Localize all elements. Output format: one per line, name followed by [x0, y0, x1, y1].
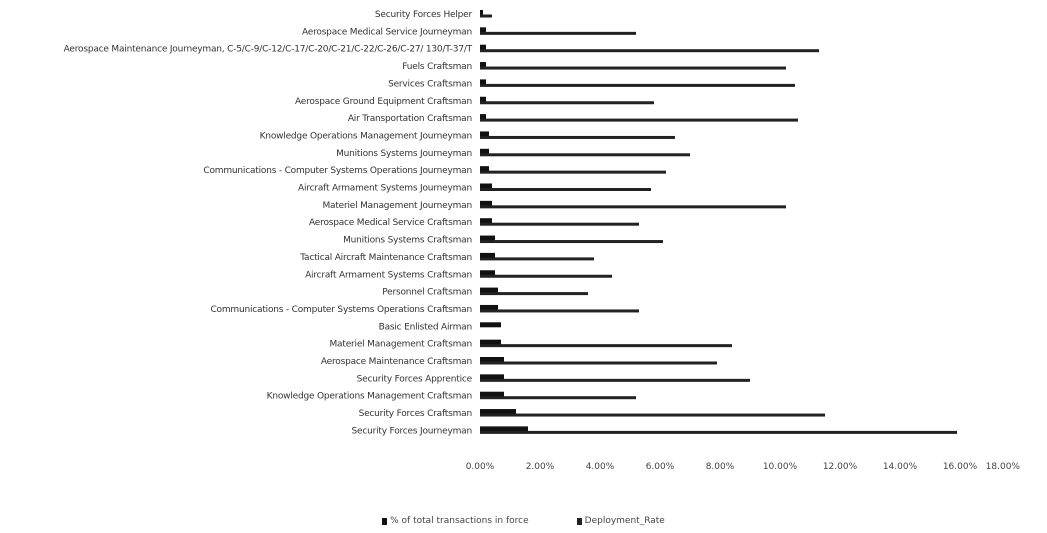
- bar-transactions: [480, 322, 501, 328]
- category-label: Aerospace Maintenance Craftsman: [321, 357, 472, 367]
- x-tick-label: 2.00%: [526, 462, 555, 472]
- bar-deployment-rate: [480, 188, 651, 191]
- category-label: Security Forces Craftsman: [359, 409, 472, 419]
- category-label: Aircraft Armament Systems Journeyman: [298, 184, 472, 194]
- category-label: Security Forces Journeyman: [352, 426, 472, 436]
- bar-transactions: [480, 10, 483, 15]
- category-label: Communications - Computer Systems Operat…: [210, 305, 472, 315]
- bar-deployment-rate: [480, 222, 639, 226]
- bar-deployment-rate: [480, 205, 786, 209]
- bar-deployment-rate: [480, 292, 588, 296]
- bar-transactions: [480, 426, 528, 432]
- x-tick-label: 16.00%: [943, 462, 978, 472]
- category-label: Fuels Craftsman: [402, 62, 472, 72]
- bar-transactions: [480, 391, 504, 397]
- x-tick-label: 18.00%: [986, 462, 1021, 472]
- bar-deployment-rate: [480, 413, 825, 417]
- x-tick-label: 14.00%: [883, 462, 918, 472]
- bar-deployment-rate: [480, 14, 492, 18]
- bar-deployment-rate: [480, 135, 675, 139]
- bar-transactions: [480, 183, 492, 189]
- x-tick-label: 8.00%: [706, 462, 735, 472]
- category-labels: Security Forces Helper Aerospace Medical …: [64, 10, 473, 436]
- category-label: Aerospace Maintenance Journeyman, C-5/C-…: [64, 45, 473, 55]
- legend-label-series-1: % of total transactions in force: [390, 516, 529, 526]
- category-label: Knowledge Operations Management Craftsma…: [267, 392, 472, 402]
- bar-transactions: [480, 270, 495, 276]
- legend-swatch-series-1: [382, 517, 388, 525]
- category-label: Aircraft Armament Systems Craftsman: [305, 270, 472, 280]
- bar-transactions: [480, 96, 486, 102]
- bar-deployment-rate: [480, 361, 717, 365]
- x-tick-label: 12.00%: [823, 462, 858, 472]
- category-label: Personnel Craftsman: [382, 288, 472, 298]
- category-label: Materiel Management Journeyman: [322, 201, 472, 211]
- x-tick-label: 0.00%: [466, 462, 495, 472]
- x-tick-label: 4.00%: [586, 462, 615, 472]
- category-label: Basic Enlisted Airman: [379, 322, 472, 332]
- bar-deployment-rate: [480, 274, 612, 278]
- bar-transactions: [480, 114, 486, 120]
- category-label: Munitions Systems Journeyman: [336, 149, 472, 159]
- bar-transactions: [480, 218, 492, 224]
- bar-transactions: [480, 252, 495, 258]
- bar-deployment-rate: [480, 396, 636, 400]
- category-label: Aerospace Ground Equipment Craftsman: [295, 97, 472, 107]
- legend-item-series-1: % of total transactions in force: [382, 513, 529, 529]
- legend-swatch-series-2: [576, 517, 582, 525]
- bar-deployment-rate: [480, 118, 798, 122]
- bar-deployment-rate: [480, 101, 654, 105]
- bar-transactions: [480, 79, 486, 85]
- bar-transactions: [480, 374, 504, 380]
- category-label: Munitions Systems Craftsman: [343, 236, 472, 246]
- bar-transactions: [480, 304, 498, 310]
- category-label: Air Transportation Craftsman: [348, 114, 472, 124]
- bar-transactions: [480, 235, 495, 241]
- category-label: Communications - Computer Systems Operat…: [203, 166, 472, 176]
- category-label: Aerospace Medical Service Journeyman: [302, 27, 472, 37]
- category-label: Aerospace Medical Service Craftsman: [309, 218, 472, 228]
- bar-deployment-rate: [480, 83, 795, 87]
- bar-transactions: [480, 44, 486, 50]
- legend-item-series-2: Deployment_Rate: [576, 513, 665, 529]
- bar-deployment-rate: [480, 378, 750, 382]
- bar-transactions: [480, 409, 516, 415]
- bar-deployment-rate: [480, 66, 786, 70]
- category-label: Tactical Aircraft Maintenance Craftsman: [299, 253, 472, 263]
- category-label: Knowledge Operations Management Journeym…: [260, 131, 472, 141]
- category-label: Security Forces Helper: [375, 10, 473, 20]
- bar-deployment-rate: [480, 49, 819, 53]
- category-label: Materiel Management Craftsman: [329, 340, 472, 350]
- bar-deployment-rate: [480, 430, 957, 434]
- x-tick-label: 6.00%: [646, 462, 675, 472]
- bar-deployment-rate: [480, 170, 666, 174]
- bar-transactions: [480, 287, 498, 293]
- bar-transactions: [480, 27, 486, 33]
- bar-deployment-rate: [480, 153, 690, 157]
- bar-deployment-rate: [480, 344, 732, 348]
- bar-transactions: [480, 357, 504, 362]
- bar-transactions: [480, 131, 489, 137]
- bar-deployment-rate: [480, 257, 594, 261]
- bar-transactions: [480, 339, 501, 345]
- bars: [480, 10, 957, 434]
- bar-transactions: [480, 148, 489, 154]
- x-tick-label: 10.00%: [763, 462, 798, 472]
- category-label: Services Craftsman: [388, 79, 472, 89]
- bar-deployment-rate: [480, 240, 663, 244]
- bar-deployment-rate: [480, 31, 636, 35]
- legend: % of total transactions in force Deploym…: [0, 513, 1047, 529]
- bar-transactions: [480, 200, 492, 206]
- bar-transactions: [480, 62, 486, 68]
- bar-deployment-rate: [480, 309, 639, 313]
- category-label: Security Forces Apprentice: [357, 374, 473, 384]
- legend-label-series-2: Deployment_Rate: [584, 516, 665, 526]
- bar-transactions: [480, 166, 489, 172]
- x-axis-tick-labels: 0.00% 2.00% 4.00% 6.00% 8.00% 10.00% 12.00% 14.…: [466, 462, 1021, 472]
